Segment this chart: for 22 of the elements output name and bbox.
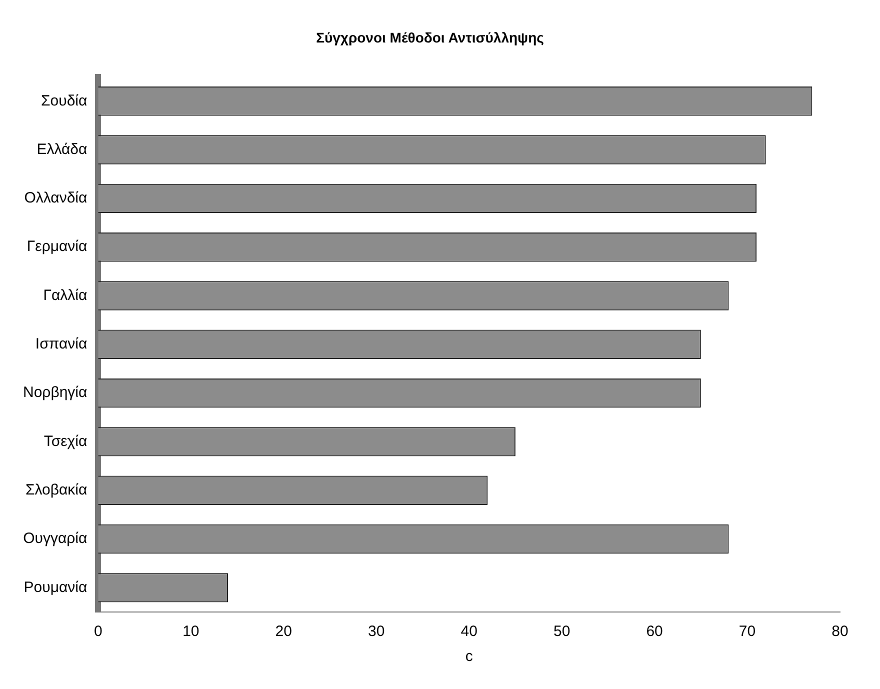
x-tick-label: 0: [94, 623, 102, 640]
y-tick-label: Γαλλία: [43, 286, 88, 304]
y-tick-label: Σουδία: [41, 92, 88, 110]
y-tick-label: Ολλανδία: [24, 190, 88, 207]
y-tick-label: Ρουμανία: [24, 578, 88, 596]
y-tick-label: Ελλάδα: [36, 140, 88, 158]
x-tick-label: 60: [646, 623, 663, 640]
x-tick-label: 50: [553, 623, 570, 640]
x-tick-label: 80: [832, 623, 848, 640]
y-tick-label: Ισπανία: [35, 336, 88, 353]
x-tick-label: 30: [368, 623, 385, 640]
y-tick-label: Γερμανία: [26, 238, 88, 256]
y-tick-label: Τσεχία: [44, 432, 88, 450]
x-tick-label: 40: [460, 623, 478, 640]
y-tick-label: Ουγγαρία: [23, 530, 88, 548]
x-tick-label: 70: [738, 623, 756, 640]
y-tick-label: Σλοβακία: [25, 482, 88, 499]
x-axis-title: c: [465, 648, 474, 666]
y-tick-label: Νορβηγία: [22, 384, 88, 402]
x-tick-label: 20: [275, 623, 292, 640]
chart-title: Σύγχρονοι Μέθοδοι Αντισύλληψης: [316, 29, 544, 46]
x-tick-label: 10: [182, 623, 200, 640]
